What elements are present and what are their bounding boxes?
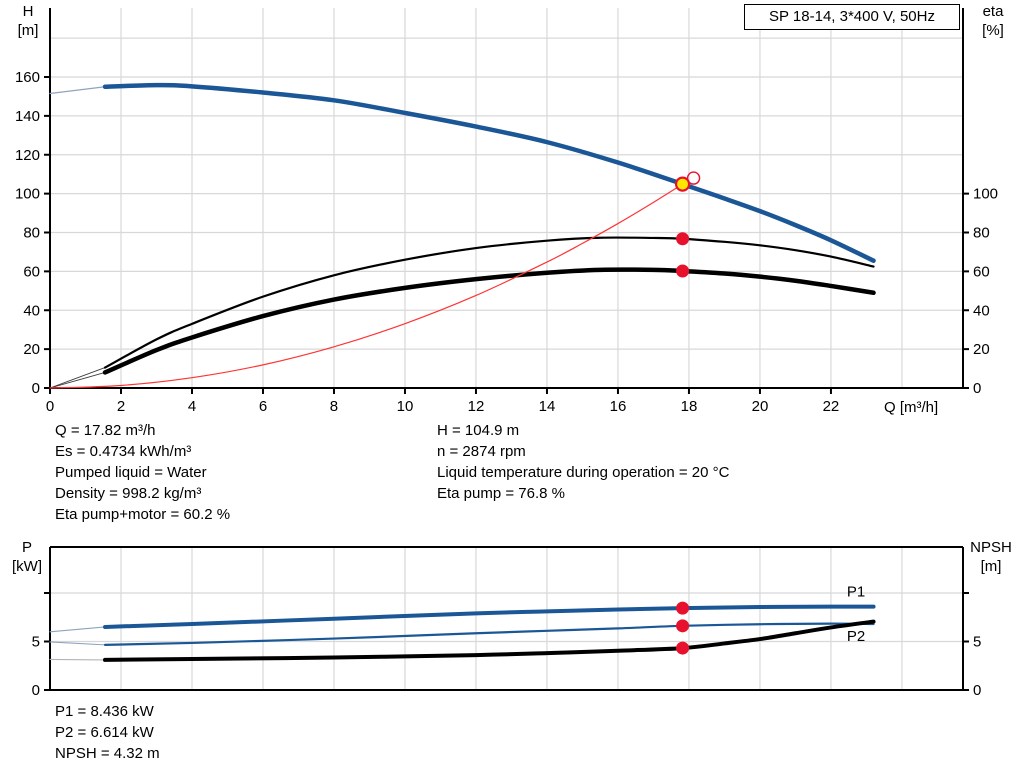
eta-pump-motor-point: [676, 264, 690, 278]
p1-curve: [103, 604, 876, 629]
info-eta-pump: Eta pump = 76.8 %: [437, 485, 565, 502]
y-left-tick-label: 0: [32, 380, 40, 397]
info-es: Es = 0.4734 kWh/m³: [55, 443, 192, 460]
x-tick-label: 22: [823, 398, 840, 415]
y-left-tick-label: 5: [32, 633, 40, 650]
duty-info-column-1: Q = 17.82 m³/h Es = 0.4734 kWh/m³ Pumped…: [55, 420, 230, 525]
y-right-tick-label: 20: [973, 341, 990, 358]
p-axis-label: P [kW]: [12, 539, 42, 575]
y-left-tick-label: 60: [23, 263, 40, 280]
npsh-curve: [103, 619, 876, 662]
info-density: Density = 998.2 kg/m³: [55, 485, 202, 502]
info-h: H = 104.9 m: [437, 422, 520, 439]
y-right-tick-label: 40: [973, 302, 990, 319]
duty-point: [674, 176, 691, 192]
h-q-chart: 0 2 4 6 8 10 12 14 16 18 20 22 0 20 40 60 80 100 120 140 160…: [15, 8, 998, 415]
info-pumped-liquid: Pumped liquid = Water: [55, 464, 207, 481]
p1-label: P1: [847, 584, 865, 601]
y-left-tick-label: 160: [15, 69, 40, 86]
npsh-axis-label: NPSH [m]: [970, 539, 1012, 575]
q-axis-label: Q [m³/h]: [884, 399, 939, 416]
system-curve-end-ring: [686, 171, 701, 185]
y-right-tick-label: 100: [973, 186, 998, 203]
eta-pump-motor-lead-curve: [49, 372, 106, 389]
p2-lead-curve: [49, 641, 106, 646]
info-liquid-temp: Liquid temperature during operation = 20…: [437, 464, 730, 481]
x-tick-label: 12: [468, 398, 485, 415]
y-left-tick-label: 100: [15, 186, 40, 203]
h-axis-label: H [m]: [17, 3, 39, 39]
y-right-tick-label: 5: [973, 633, 981, 650]
info-eta-pump-motor: Eta pump+motor = 60.2 %: [55, 506, 231, 523]
x-tick-label: 2: [117, 398, 125, 415]
p2-point: [676, 619, 690, 633]
y-right-tick-label: 0: [973, 682, 981, 699]
eta-pump-motor-curve: [102, 267, 876, 375]
y-left-tick-label: 40: [23, 302, 40, 319]
system-curve-curve: [49, 183, 684, 389]
pump-type-title: SP 18-14, 3*400 V, 50Hz: [744, 4, 960, 30]
y-left-tick-label: 120: [15, 147, 40, 164]
head-lead-curve: [49, 86, 106, 95]
x-tick-label: 20: [752, 398, 769, 415]
eta-axis-label: eta [%]: [982, 3, 1004, 39]
x-tick-label: 18: [681, 398, 698, 415]
p2-curve: [103, 622, 875, 646]
y-left-tick-label: 140: [15, 108, 40, 125]
p1-point: [676, 601, 690, 615]
info-npsh: NPSH = 4.32 m: [55, 745, 160, 762]
y-right-tick-label: 60: [973, 263, 990, 280]
x-tick-label: 16: [610, 398, 627, 415]
eta-pump-curve: [103, 236, 875, 369]
p1-lead-curve: [49, 626, 106, 633]
eta-pump-lead-curve: [49, 367, 106, 389]
p2-label: P2: [847, 628, 865, 645]
head-curve: [102, 82, 876, 263]
info-q: Q = 17.82 m³/h: [55, 422, 156, 439]
info-n: n = 2874 rpm: [437, 443, 526, 460]
eta-pump-point: [676, 232, 690, 246]
y-left-tick-label: 20: [23, 341, 40, 358]
x-tick-label: 0: [46, 398, 54, 415]
info-p2: P2 = 6.614 kW: [55, 724, 154, 741]
y-left-tick-label: 0: [32, 682, 40, 699]
power-info-block: P1 = 8.436 kW P2 = 6.614 kW NPSH = 4.32 …: [55, 701, 160, 764]
x-tick-label: 8: [330, 398, 338, 415]
x-tick-label: 6: [259, 398, 267, 415]
x-tick-label: 4: [188, 398, 196, 415]
y-right-tick-label: 0: [973, 380, 981, 397]
npsh-point: [676, 641, 690, 655]
power-npsh-chart: 0 5 0 5 P1 P2: [32, 546, 981, 699]
y-right-tick-label: 80: [973, 225, 990, 242]
y-left-tick-label: 80: [23, 225, 40, 242]
x-tick-label: 10: [397, 398, 414, 415]
x-tick-label: 14: [539, 398, 556, 415]
info-p1: P1 = 8.436 kW: [55, 703, 154, 720]
duty-info-column-2: H = 104.9 m n = 2874 rpm Liquid temperat…: [437, 420, 729, 504]
